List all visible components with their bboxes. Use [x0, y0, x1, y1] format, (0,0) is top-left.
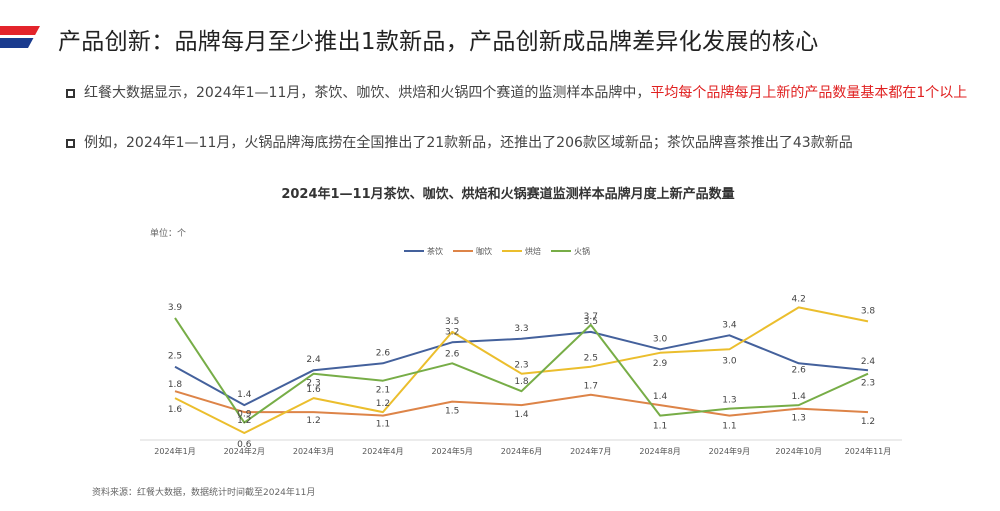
data-label: 2.3: [861, 379, 875, 389]
series-lines: [174, 306, 869, 434]
chart-legend: 茶饮 咖饮 烘焙 火锅: [404, 246, 590, 256]
data-label: 1.6: [306, 385, 321, 395]
x-tick-label: 2024年2月: [224, 446, 265, 456]
data-label: 2.1: [376, 386, 390, 396]
page-title: 产品创新：品牌每月至少推出1款新品，产品创新成品牌差异化发展的核心: [58, 29, 819, 55]
series-line: [174, 317, 869, 424]
x-tick-label: 2024年4月: [362, 446, 403, 456]
x-tick-label: 2024年5月: [431, 446, 472, 456]
data-label: 0.6: [237, 440, 252, 450]
legend-label: 火锅: [574, 246, 590, 256]
data-label: 3.5: [584, 317, 598, 327]
x-tick-label: 2024年8月: [639, 446, 680, 456]
data-label: 2.4: [861, 357, 876, 367]
data-label: 1.3: [722, 396, 736, 406]
bullet-item-2: 例如，2024年1—11月，火锅品牌海底捞在全国推出了21款新品，还推出了206…: [66, 134, 978, 153]
legend-label: 茶饮: [427, 246, 443, 256]
data-label: 1.2: [306, 416, 320, 426]
x-tick-label: 2024年10月: [775, 446, 822, 456]
data-label: 2.5: [584, 354, 598, 364]
x-tick-label: 2024年11月: [845, 446, 892, 456]
data-label: 1.2: [376, 399, 390, 409]
data-label: 3.8: [861, 306, 876, 316]
chart-title: 2024年1—11月茶饮、咖饮、烘焙和火锅赛道监测样本品牌月度上新产品数量: [281, 186, 734, 202]
bullet-item-1: 红餐大数据显示，2024年1—11月，茶饮、咖饮、烘焙和火锅四个赛道的监测样本品…: [66, 84, 978, 103]
data-label: 1.4: [237, 390, 252, 400]
x-tick-label: 2024年7月: [570, 446, 611, 456]
data-label: 1.5: [445, 407, 459, 417]
data-label: 2.3: [514, 361, 528, 371]
data-label: 1.2: [861, 417, 875, 427]
data-label: 0.9: [237, 410, 252, 420]
bullet-square-icon: [66, 89, 75, 98]
data-label: 1.6: [168, 405, 183, 415]
data-label: 3.9: [168, 303, 183, 313]
data-label: 3.0: [653, 334, 668, 344]
legend-label: 烘焙: [525, 246, 541, 256]
series-line: [174, 306, 869, 434]
data-label: 1.1: [722, 422, 736, 432]
data-labels: 2.5 1.4 2.4 2.6 3.2 3.3 3.5 3.0 3.4 2.6 2.4 1.8 1.2 1…: [168, 294, 876, 450]
data-label: 1.2: [237, 416, 251, 426]
data-label: 2.6: [445, 349, 460, 359]
data-label: 1.3: [792, 414, 806, 424]
x-tick-label: 2024年1月: [154, 446, 195, 456]
data-label: 2.3: [306, 379, 320, 389]
data-label: 3.4: [722, 320, 737, 330]
data-label: 2.5: [168, 352, 182, 362]
source-note: 资料来源：红餐大数据，数据统计时间截至2024年11月: [92, 488, 316, 498]
series-line: [174, 330, 869, 407]
data-label: 2.6: [792, 365, 807, 375]
brand-flag-icon: [0, 26, 40, 48]
data-label: 1.7: [584, 382, 598, 392]
x-tick-label: 2024年9月: [709, 446, 750, 456]
data-label: 1.4: [653, 392, 668, 402]
x-axis-ticks: 2024年1月 2024年2月 2024年3月 2024年4月 2024年5月 2024年…: [154, 446, 891, 456]
data-label: 3.7: [584, 312, 598, 322]
data-label: 1.1: [653, 422, 667, 432]
data-label: 1.1: [376, 420, 390, 430]
data-label: 2.9: [653, 359, 668, 369]
y-axis-unit-label: 单位：个: [150, 227, 186, 239]
bullet-1-highlight: 平均每个品牌每月上新的产品数量基本都在1个以上: [650, 85, 968, 101]
data-label: 2.6: [376, 348, 391, 358]
x-tick-label: 2024年3月: [293, 446, 334, 456]
x-tick-label: 2024年6月: [501, 446, 542, 456]
data-label: 3.3: [514, 324, 528, 334]
data-label: 3.2: [445, 327, 459, 337]
data-label: 1.8: [514, 377, 529, 387]
series-line: [174, 390, 869, 417]
bullet-2-text: 例如，2024年1—11月，火锅品牌海底捞在全国推出了21款新品，还推出了206…: [84, 135, 853, 151]
data-label: 1.4: [792, 392, 807, 402]
bullet-1-text: 红餐大数据显示，2024年1—11月，茶饮、咖饮、烘焙和火锅四个赛道的监测样本品…: [84, 85, 651, 101]
data-label: 3.0: [722, 356, 737, 366]
data-label: 2.4: [306, 355, 321, 365]
data-label: 1.8: [168, 380, 183, 390]
bullet-square-icon: [66, 139, 75, 148]
legend-label: 咖饮: [476, 246, 492, 256]
data-label: 4.2: [792, 294, 806, 304]
data-label: 1.4: [514, 410, 529, 420]
data-label: 3.5: [445, 317, 459, 327]
